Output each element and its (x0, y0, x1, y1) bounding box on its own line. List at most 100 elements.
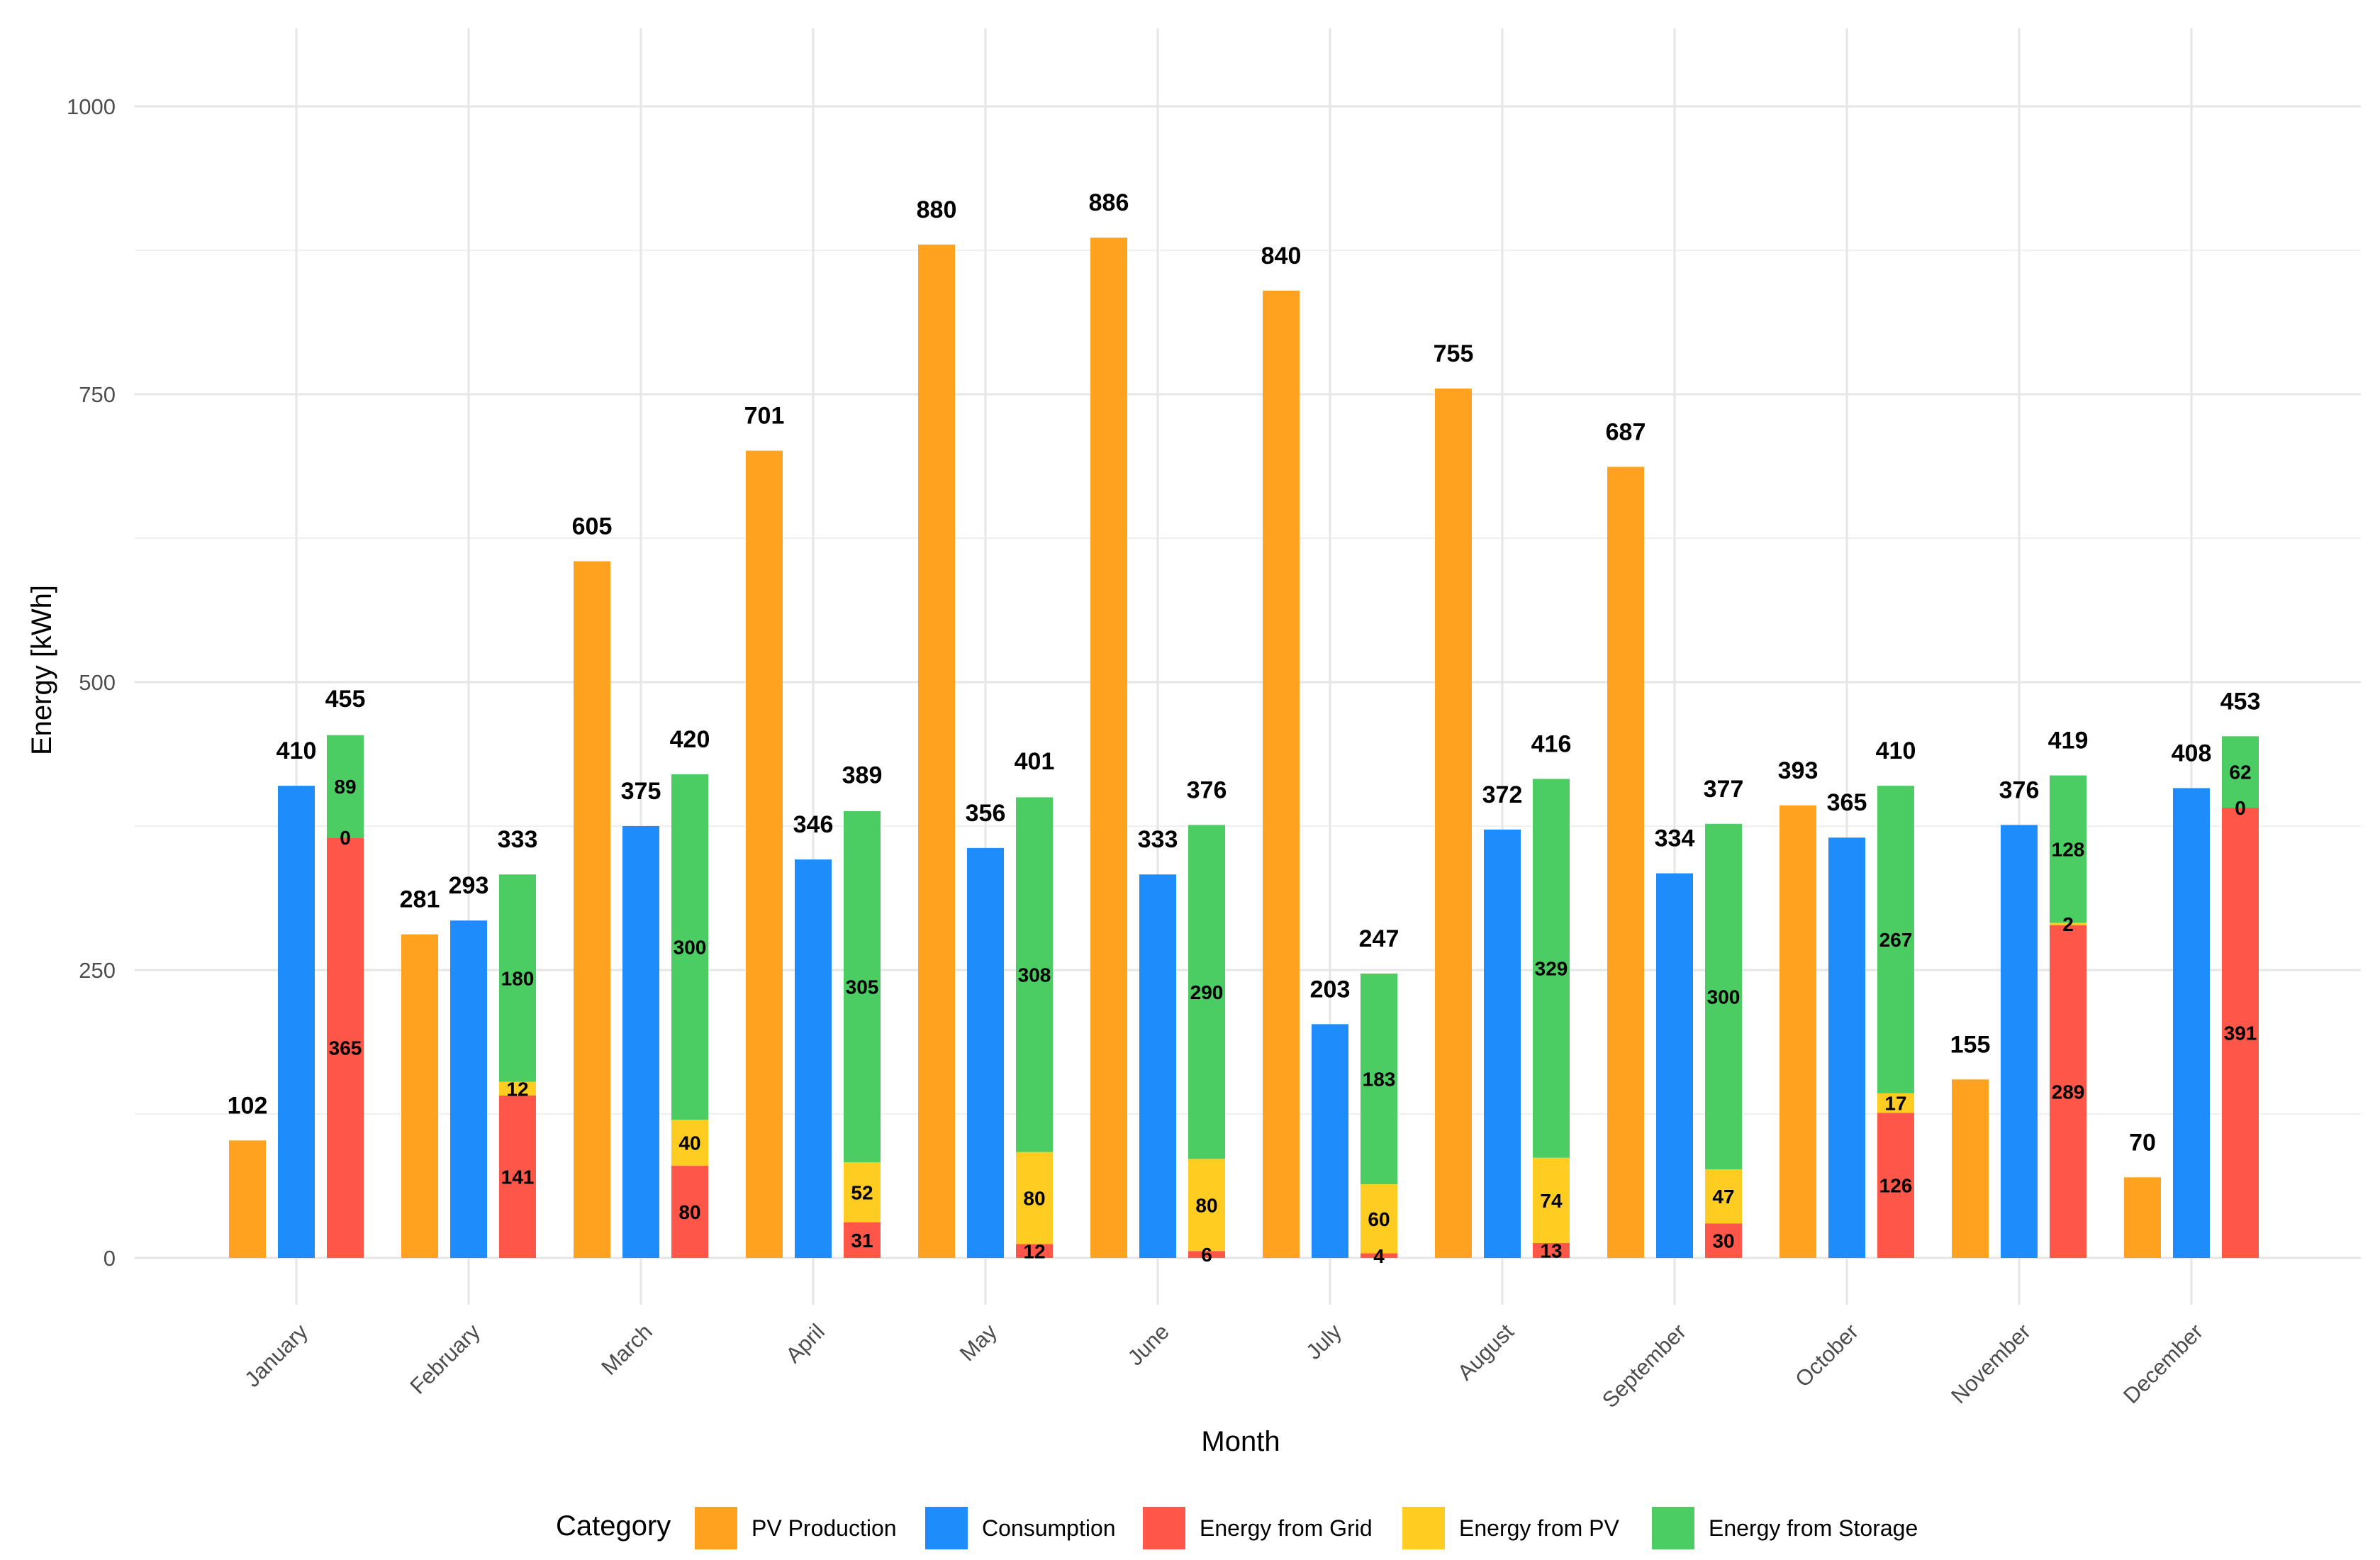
label-energy-from-storage: 180 (501, 967, 535, 989)
y-tick-label: 250 (79, 958, 116, 983)
label-energy-from-pv: 47 (1712, 1186, 1734, 1208)
bar-energy-from-storage (1016, 797, 1053, 1152)
legend: Category PV Production Consumption Energy … (556, 1507, 1918, 1549)
label-stack-total: 419 (2048, 728, 2089, 754)
legend-title: Category (556, 1510, 671, 1542)
bar-energy-from-pv (2050, 923, 2086, 925)
bar-energy-from-grid (2050, 925, 2086, 1258)
label-pv-production: 840 (1261, 243, 1302, 269)
label-energy-from-storage: 128 (2052, 838, 2085, 860)
bar-consumption (1312, 1024, 1348, 1258)
label-pv-production: 701 (744, 403, 785, 430)
bar-energy-from-storage (1361, 973, 1397, 1185)
legend-swatch-consumption (925, 1507, 968, 1549)
label-stack-total: 420 (670, 726, 710, 753)
bar-consumption (1139, 874, 1176, 1258)
label-energy-from-pv: 0 (340, 827, 351, 849)
label-energy-from-pv: 52 (851, 1181, 873, 1203)
label-consumption: 334 (1655, 825, 1695, 852)
label-stack-total: 453 (2220, 688, 2261, 715)
bar-energy-from-storage (1188, 825, 1225, 1159)
legend-label-energy-from-pv: Energy from PV (1459, 1515, 1620, 1541)
bar-consumption (967, 847, 1004, 1258)
y-tick-label: 500 (79, 670, 116, 695)
bar-energy-from-grid (1361, 1253, 1397, 1258)
bar-pv-production (2124, 1177, 2161, 1258)
label-pv-production: 393 (1778, 757, 1818, 784)
legend-swatch-pv-production (695, 1507, 737, 1549)
label-energy-from-storage: 305 (846, 976, 879, 998)
bar-energy-from-grid (1705, 1223, 1742, 1258)
bar-consumption (622, 826, 659, 1258)
bar-consumption (1656, 873, 1693, 1258)
bar-pv-production (229, 1140, 266, 1258)
label-pv-production: 880 (917, 196, 957, 223)
label-energy-from-pv: 40 (678, 1132, 700, 1154)
bar-energy-from-grid (327, 837, 364, 1258)
bar-pv-production (1435, 388, 1472, 1258)
label-energy-from-grid: 4 (1373, 1245, 1385, 1267)
label-energy-from-pv: 60 (1368, 1208, 1390, 1230)
label-stack-total: 377 (1704, 776, 1744, 803)
label-pv-production: 755 (1434, 340, 1474, 367)
bar-consumption (1484, 829, 1521, 1258)
y-tick-label: 1000 (67, 94, 116, 119)
legend-label-energy-from-storage: Energy from Storage (1709, 1515, 1918, 1541)
label-pv-production: 70 (2129, 1129, 2156, 1156)
bar-consumption (278, 786, 315, 1258)
label-consumption: 333 (1138, 826, 1178, 853)
bar-energy-from-grid (671, 1166, 708, 1258)
label-energy-from-grid: 31 (851, 1230, 873, 1252)
bar-consumption (1828, 837, 1865, 1258)
label-energy-from-pv: 2 (2062, 913, 2074, 935)
label-energy-from-pv: 80 (1023, 1188, 1045, 1210)
bar-energy-from-pv (499, 1081, 536, 1096)
label-energy-from-grid: 80 (678, 1201, 700, 1223)
label-energy-from-grid: 13 (1540, 1239, 1562, 1261)
bar-energy-from-grid (2222, 808, 2259, 1258)
bar-energy-from-storage (327, 735, 364, 838)
label-consumption: 372 (1482, 781, 1523, 808)
label-pv-production: 687 (1606, 418, 1646, 445)
bar-energy-from-grid (1016, 1244, 1053, 1258)
label-stack-total: 410 (1876, 737, 1916, 764)
bar-pv-production (1780, 805, 1816, 1258)
bar-pv-production (1090, 238, 1127, 1258)
bar-energy-from-pv (1016, 1152, 1053, 1244)
label-consumption: 346 (793, 811, 834, 838)
label-pv-production: 155 (1950, 1031, 1991, 1058)
bar-energy-from-pv (1533, 1157, 1570, 1243)
label-stack-total: 389 (842, 762, 883, 789)
label-pv-production: 886 (1089, 189, 1129, 216)
label-energy-from-grid: 391 (2224, 1023, 2257, 1044)
bar-pv-production (1952, 1079, 1989, 1258)
label-stack-total: 401 (1015, 748, 1055, 775)
label-energy-from-storage: 308 (1018, 964, 1051, 986)
label-energy-from-storage: 329 (1535, 958, 1568, 980)
label-consumption: 408 (2172, 740, 2212, 767)
label-energy-from-grid: 30 (1712, 1230, 1734, 1252)
label-pv-production: 605 (572, 513, 613, 540)
label-consumption: 410 (276, 737, 317, 764)
label-stack-total: 455 (325, 686, 366, 713)
bar-energy-from-grid (1188, 1251, 1225, 1258)
label-consumption: 203 (1310, 976, 1351, 1003)
bar-pv-production (574, 561, 610, 1258)
label-energy-from-storage: 267 (1879, 929, 1913, 951)
label-energy-from-storage: 89 (334, 776, 356, 798)
bars (229, 238, 2259, 1259)
bar-energy-from-grid (499, 1096, 536, 1258)
bar-consumption (2173, 788, 2210, 1258)
label-energy-from-pv: 17 (1884, 1093, 1906, 1115)
label-energy-from-grid: 365 (329, 1037, 362, 1059)
label-pv-production: 281 (400, 886, 440, 913)
bar-energy-from-storage (1533, 779, 1570, 1158)
bar-energy-from-storage (499, 874, 536, 1082)
bar-pv-production (918, 244, 955, 1258)
legend-label-consumption: Consumption (982, 1515, 1116, 1541)
label-energy-from-storage: 300 (1707, 986, 1741, 1008)
label-stack-total: 333 (498, 826, 538, 853)
label-consumption: 376 (1999, 776, 2040, 803)
